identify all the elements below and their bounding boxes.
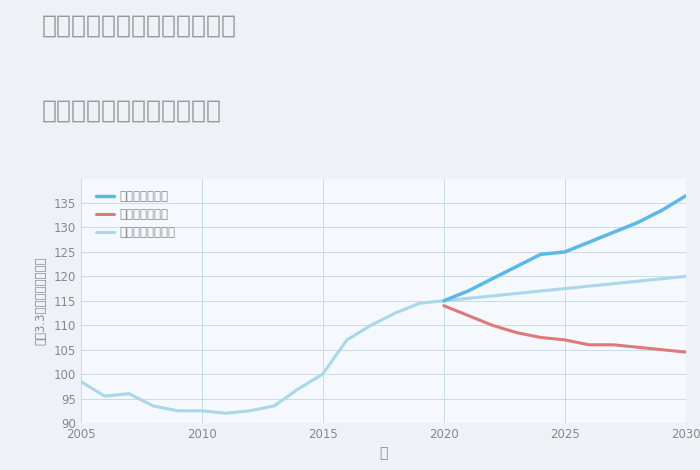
バッドシナリオ [609,342,617,348]
ノーマルシナリオ [367,322,375,328]
X-axis label: 年: 年 [379,446,387,461]
Line: バッドシナリオ: バッドシナリオ [444,306,686,352]
ノーマルシナリオ [609,281,617,287]
バッドシナリオ [512,330,521,336]
グッドシナリオ [561,249,569,255]
ノーマルシナリオ [197,408,206,414]
Text: 中古マンションの価格推移: 中古マンションの価格推移 [42,99,222,123]
Y-axis label: 坪（3.3㎡）単価（万円）: 坪（3.3㎡）単価（万円） [35,257,48,345]
グッドシナリオ [440,298,448,304]
ノーマルシナリオ [440,298,448,304]
ノーマルシナリオ [536,288,545,294]
ノーマルシナリオ [222,410,230,416]
ノーマルシナリオ [149,403,158,409]
ノーマルシナリオ [634,278,642,284]
Text: 埼玉県児玉郡神川町熊野堂の: 埼玉県児玉郡神川町熊野堂の [42,14,237,38]
バッドシナリオ [561,337,569,343]
ノーマルシナリオ [101,393,109,399]
ノーマルシナリオ [173,408,181,414]
ノーマルシナリオ [415,300,424,306]
ノーマルシナリオ [318,371,327,377]
グッドシナリオ [657,208,666,213]
グッドシナリオ [634,220,642,226]
ノーマルシナリオ [585,283,594,289]
ノーマルシナリオ [270,403,279,409]
バッドシナリオ [440,303,448,308]
バッドシナリオ [682,349,690,355]
グッドシナリオ [609,229,617,235]
Line: グッドシナリオ: グッドシナリオ [444,196,686,301]
バッドシナリオ [657,347,666,352]
グッドシナリオ [682,193,690,198]
ノーマルシナリオ [561,286,569,291]
グッドシナリオ [488,276,496,282]
バッドシナリオ [464,313,473,318]
グッドシナリオ [585,239,594,245]
バッドシナリオ [536,335,545,340]
ノーマルシナリオ [682,274,690,279]
ノーマルシナリオ [125,391,133,397]
ノーマルシナリオ [343,337,351,343]
グッドシナリオ [464,288,473,294]
バッドシナリオ [585,342,594,348]
ノーマルシナリオ [488,293,496,299]
Line: ノーマルシナリオ: ノーマルシナリオ [80,276,686,413]
グッドシナリオ [512,264,521,269]
ノーマルシナリオ [512,290,521,296]
Legend: グッドシナリオ, バッドシナリオ, ノーマルシナリオ: グッドシナリオ, バッドシナリオ, ノーマルシナリオ [92,187,179,243]
ノーマルシナリオ [294,386,302,392]
ノーマルシナリオ [464,296,473,301]
ノーマルシナリオ [76,379,85,384]
ノーマルシナリオ [246,408,254,414]
グッドシナリオ [536,251,545,257]
バッドシナリオ [488,322,496,328]
ノーマルシナリオ [391,310,400,316]
ノーマルシナリオ [657,276,666,282]
バッドシナリオ [634,345,642,350]
